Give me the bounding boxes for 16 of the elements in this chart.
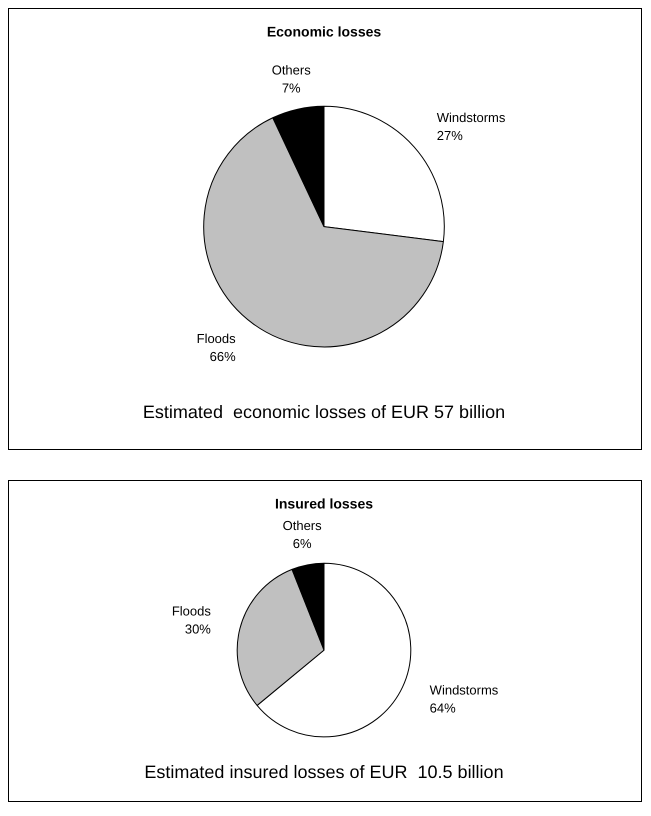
data-label: 7% xyxy=(282,80,302,96)
slice-label: Others xyxy=(272,62,312,78)
slice-label: Windstorms xyxy=(436,110,506,125)
data-label: 6% xyxy=(292,536,312,551)
chart-title: Economic losses xyxy=(266,23,382,40)
text: Estimated economic losses of EUR 57 billion xyxy=(142,402,506,422)
slice-label: Floods xyxy=(196,330,236,346)
data-label: 30% xyxy=(184,622,212,637)
data-label: 27% xyxy=(436,128,464,143)
slice-label: Others xyxy=(282,518,322,533)
text: Estimated insured losses of EUR 10.5 billion xyxy=(144,762,504,782)
chart-title: Insured losses xyxy=(274,495,374,512)
data-label: 66% xyxy=(210,348,236,364)
slice-label: Floods xyxy=(172,604,212,619)
data-label: 64% xyxy=(430,700,456,716)
slice-label: Windstorms xyxy=(430,682,499,698)
